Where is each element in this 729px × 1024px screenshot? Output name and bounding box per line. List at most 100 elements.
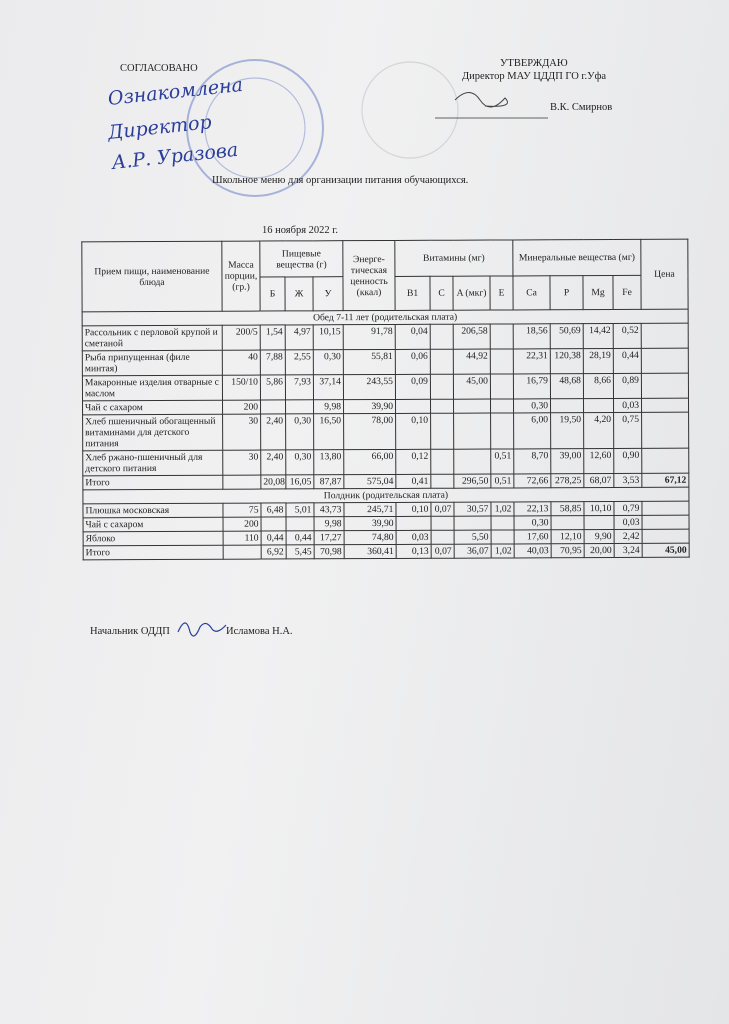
cell: 39,90: [343, 399, 396, 414]
title: Школьное меню для организации питания об…: [212, 175, 469, 186]
cell: 0,09: [395, 374, 431, 400]
cell: 37,14: [313, 374, 344, 400]
cell: 8,70: [513, 448, 551, 474]
cell: 48,68: [550, 373, 584, 399]
cell: [430, 349, 454, 375]
footer-position: Начальник ОДДП: [90, 626, 170, 637]
cell: 360,41: [344, 544, 397, 559]
cell: 4,97: [285, 324, 314, 350]
cell: 19,50: [550, 412, 584, 449]
cell: 78,00: [343, 413, 396, 450]
cell: 200/5: [222, 325, 261, 351]
subheader-cell: Ca: [512, 275, 551, 310]
cell: 6,00: [513, 412, 551, 449]
dish-name: Яблоко: [83, 531, 224, 546]
header-cell: Масса порции, (гр.): [221, 241, 261, 312]
cell: 0,03: [614, 515, 643, 530]
subheader-cell: Ж: [284, 276, 314, 311]
position: Директор МАУ ЦДДП ГО г.Уфа: [462, 71, 607, 82]
footer-name: Исламова Н.А.: [226, 626, 293, 637]
cell: 0,13: [396, 544, 432, 559]
subheader-cell: P: [549, 275, 584, 310]
cell: [490, 348, 514, 375]
cell: 206,58: [453, 324, 491, 350]
subheader-cell: C: [429, 276, 454, 311]
cell: 14,42: [583, 323, 614, 349]
cell: [222, 475, 261, 490]
cell: 200: [223, 517, 262, 532]
cell: 1,02: [491, 543, 515, 559]
cell: 5,01: [285, 502, 315, 517]
faint-stamp: [361, 61, 459, 159]
cell: 2,55: [285, 349, 314, 375]
cell: 67,12: [641, 473, 689, 488]
table-body: Обед 7-11 лет (родительская плата) Рассол…: [82, 309, 690, 560]
dish-name: Чай с сахаром: [82, 400, 223, 415]
cell: 0,41: [395, 474, 431, 489]
cell: 200: [222, 400, 261, 415]
cell: 150/10: [222, 375, 261, 401]
cell: 0,30: [285, 413, 314, 450]
cell: [641, 501, 690, 516]
cell: 30,57: [453, 502, 492, 517]
menu-row: Хлеб пшеничный обогащенный витаминами дл…: [82, 412, 689, 451]
cell: 17,60: [514, 529, 552, 544]
cell: 30: [222, 414, 261, 451]
cell: 66,00: [343, 449, 396, 475]
signature: [454, 92, 508, 108]
cell: 0,89: [613, 373, 642, 399]
cell: 22,31: [513, 348, 551, 374]
cell: 110: [223, 531, 262, 546]
header-cell: Пищевые вещества (г): [259, 240, 343, 278]
header-cell: Минеральные вещества (мг): [512, 239, 641, 276]
cell: [260, 399, 286, 415]
cell: 7,93: [285, 374, 314, 400]
cell: 0,03: [613, 398, 642, 413]
cell: 16,50: [313, 413, 344, 450]
dish-name: Рассольник с перловой крупой и сметаной: [82, 325, 223, 351]
cell: 55,81: [343, 349, 396, 375]
cell: 0,30: [513, 398, 551, 413]
subheader-cell: E: [489, 275, 514, 311]
menu-table: Прием пищи, наименование блюда Масса пор…: [81, 239, 690, 561]
cell: 9,90: [584, 529, 615, 544]
cell: 39,90: [344, 516, 397, 531]
cell: [584, 515, 615, 530]
signature: [177, 622, 227, 637]
cell: [395, 399, 431, 414]
menu-row: Рассольник с перловой крупой и сметаной 2…: [82, 323, 689, 351]
dish-name: Итого: [83, 545, 224, 560]
cell: 74,80: [344, 530, 397, 545]
cell: 10,15: [313, 324, 344, 350]
header-cell: Цена: [640, 239, 689, 310]
cell: [642, 515, 690, 530]
cell: [430, 474, 454, 489]
cell: [490, 373, 514, 400]
cell: 12,60: [583, 448, 614, 474]
cell: 0,10: [395, 502, 432, 517]
cell: 6,92: [261, 544, 287, 560]
cell: 91,78: [343, 324, 396, 350]
cell: 0,30: [313, 349, 344, 375]
cell: [430, 399, 454, 414]
cell: [223, 545, 262, 560]
cell: [641, 398, 689, 413]
cell: [490, 412, 514, 450]
cell: 0,07: [431, 544, 455, 559]
subheader-cell: У: [312, 276, 344, 311]
cell: 0,44: [261, 530, 287, 546]
cell: [491, 515, 515, 531]
cell: 39,00: [550, 448, 584, 474]
dish-name: Хлеб ржано-пшеничный для детского питани…: [82, 450, 223, 476]
approved-left: СОГЛАСОВАНО: [120, 63, 198, 74]
cell: [490, 398, 514, 414]
cell: 0,07: [430, 502, 455, 517]
cell: 0,51: [490, 473, 514, 489]
cell: 20,08: [260, 474, 286, 490]
cell: 13,80: [313, 449, 344, 475]
subheader-cell: Б: [259, 276, 286, 312]
cell: 0,75: [613, 412, 642, 449]
cell: 0,06: [395, 349, 431, 375]
